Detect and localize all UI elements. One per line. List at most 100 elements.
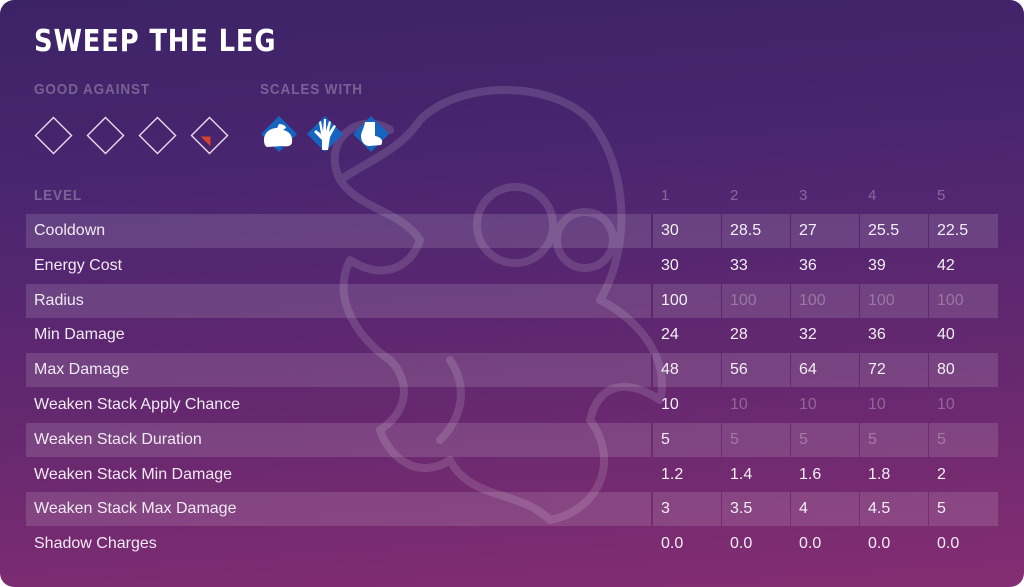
stat-value-level-3: 27	[799, 222, 817, 239]
stat-name: Energy Cost	[34, 256, 123, 274]
stat-value-level-4: 100	[868, 291, 895, 309]
foot-icon	[353, 116, 389, 152]
cell-stripe	[722, 283, 790, 318]
stat-name: Shadow Charges	[34, 535, 157, 553]
cell-stripe	[653, 283, 721, 318]
row-stripe	[26, 422, 651, 457]
row-stripe	[26, 353, 651, 388]
stat-value-level-3: 1.6	[799, 465, 822, 483]
cell-stripe	[860, 283, 928, 318]
table-row: Weaken Stack Max Damage 3 3.5 4 4.5 5	[26, 492, 998, 527]
stat-value-level-4: 0.0	[868, 535, 891, 553]
cell-stripe	[860, 422, 928, 457]
scales-with-label: SCALES WITH	[260, 81, 363, 98]
cell-stripe	[653, 353, 721, 388]
stat-value-level-3: 0.0	[799, 535, 822, 553]
stat-value-level-5: 2	[937, 465, 946, 483]
stat-value-level-1: 30	[661, 222, 679, 239]
cell-stripe	[653, 492, 721, 527]
stat-name: Weaken Stack Min Damage	[34, 465, 233, 483]
stat-value-level-1: 5	[661, 430, 670, 448]
table-row: Radius 100 100 100 100 100	[26, 283, 998, 318]
stat-name: Weaken Stack Max Damage	[34, 500, 237, 518]
row-stripe	[26, 492, 651, 527]
cell-stripe	[722, 214, 790, 248]
stat-value-level-1: 3	[661, 500, 670, 518]
cell-stripe	[860, 492, 928, 527]
stat-value-level-1: 30	[661, 256, 679, 274]
table-row: Cooldown 30 28.5 27 25.5 22.5	[26, 214, 998, 248]
empty-diamond-icon	[34, 116, 73, 155]
level-4-header: 4	[868, 187, 877, 204]
stat-value-level-4: 72	[868, 361, 886, 379]
stat-value-level-5: 80	[937, 361, 955, 379]
cell-stripe	[929, 422, 998, 457]
stat-value-level-2: 5	[730, 430, 739, 448]
row-stripe	[26, 214, 651, 248]
stat-value-level-5: 5	[937, 500, 946, 518]
cell-stripe	[653, 422, 721, 457]
stat-value-level-4: 25.5	[868, 222, 900, 239]
stat-value-level-5: 0.0	[937, 535, 960, 553]
stat-value-level-2: 28.5	[730, 222, 762, 239]
stat-value-level-4: 39	[868, 256, 886, 274]
stat-value-level-3: 32	[799, 326, 817, 344]
stat-value-level-5: 42	[937, 256, 955, 274]
stat-value-level-2: 56	[730, 361, 748, 379]
stat-value-level-5: 10	[937, 396, 955, 413]
stat-value-level-1: 24	[661, 326, 679, 344]
scales-with-list	[259, 114, 391, 154]
stat-value-level-1: 10	[661, 396, 679, 413]
stat-name: Cooldown	[34, 222, 106, 239]
cell-stripe	[722, 422, 790, 457]
stat-value-level-5: 40	[937, 326, 955, 344]
stat-value-level-2: 3.5	[730, 500, 753, 518]
stat-name: Weaken Stack Apply Chance	[34, 396, 241, 413]
table-row: Shadow Charges 0.0 0.0 0.0 0.0 0.0	[26, 527, 998, 561]
table-row: Energy Cost 30 33 36 39 42	[26, 249, 998, 283]
stat-value-level-1: 1.2	[661, 465, 684, 483]
cell-stripe	[929, 283, 998, 318]
cell-stripe	[929, 353, 998, 388]
cell-stripe	[929, 492, 998, 527]
stat-name: Weaken Stack Duration	[34, 430, 202, 448]
level-3-header: 3	[799, 187, 808, 204]
stat-value-level-4: 4.5	[868, 500, 891, 518]
strength-flexed-arm-icon	[261, 116, 297, 152]
cell-stripe	[929, 214, 998, 248]
good-against-label: GOOD AGAINST	[34, 81, 151, 98]
cell-stripe	[791, 283, 859, 318]
stat-name: Max Damage	[34, 361, 130, 379]
cell-stripe	[791, 353, 859, 388]
cell-stripe	[791, 422, 859, 457]
cell-stripe	[791, 214, 859, 248]
stat-value-level-3: 5	[799, 430, 808, 448]
stat-value-level-2: 28	[730, 326, 748, 344]
stat-value-level-2: 33	[730, 256, 748, 274]
stat-value-level-4: 10	[868, 396, 886, 413]
stat-value-level-3: 10	[799, 396, 817, 413]
stat-value-level-1: 100	[661, 291, 688, 309]
row-stripe	[26, 283, 651, 318]
stat-value-level-2: 1.4	[730, 465, 753, 483]
stat-value-level-4: 36	[868, 326, 886, 344]
ability-title: SWEEP THE LEG	[34, 24, 277, 59]
stat-name: Min Damage	[34, 326, 125, 344]
stat-value-level-1: 48	[661, 361, 679, 379]
stat-value-level-3: 64	[799, 361, 817, 379]
stat-value-level-2: 10	[730, 396, 748, 413]
stat-value-level-5: 22.5	[937, 222, 969, 239]
cell-stripe	[722, 353, 790, 388]
stat-value-level-4: 1.8	[868, 465, 891, 483]
level-5-header: 5	[937, 187, 946, 204]
empty-diamond-icon	[138, 116, 177, 155]
stat-value-level-3: 100	[799, 291, 826, 309]
table-row: Weaken Stack Apply Chance 10 10 10 10 10	[26, 388, 998, 422]
level-1-header: 1	[661, 187, 670, 204]
table-row: Weaken Stack Min Damage 1.2 1.4 1.6 1.8 2	[26, 458, 998, 492]
table-row: Max Damage 48 56 64 72 80	[26, 353, 998, 388]
level-label: LEVEL	[34, 187, 83, 204]
stat-value-level-5: 5	[937, 430, 946, 448]
stat-value-level-4: 5	[868, 430, 877, 448]
stat-value-level-3: 36	[799, 256, 817, 274]
